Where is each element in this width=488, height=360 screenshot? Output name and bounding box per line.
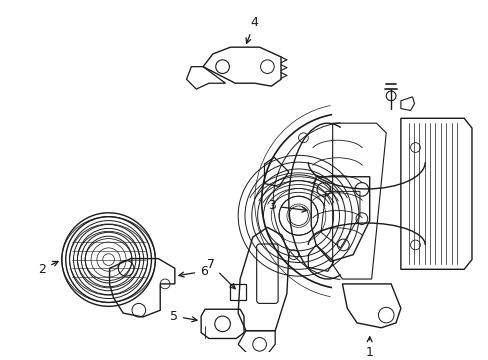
Text: 4: 4 (245, 16, 258, 43)
Text: 5: 5 (169, 310, 197, 323)
Text: 3: 3 (268, 199, 306, 212)
Text: 7: 7 (206, 258, 235, 289)
Text: 2: 2 (39, 261, 58, 276)
Text: 1: 1 (365, 337, 373, 359)
Text: 6: 6 (179, 265, 207, 278)
